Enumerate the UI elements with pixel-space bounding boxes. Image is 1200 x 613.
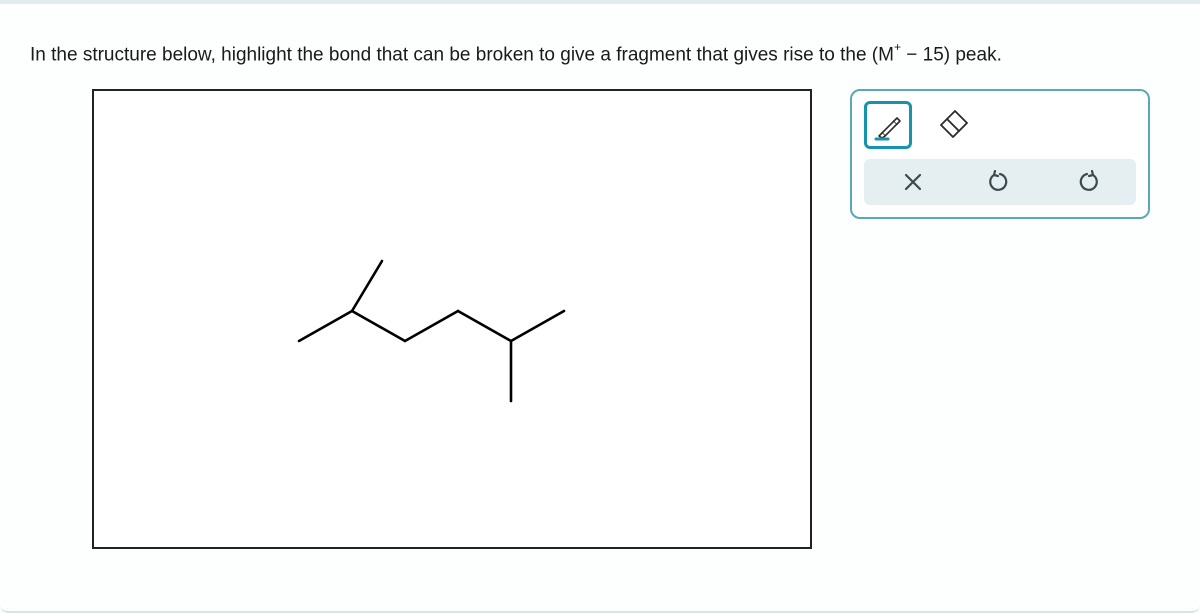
page-container: In the structure below, highlight the bo… bbox=[0, 0, 1200, 613]
question-after: − 15) peak. bbox=[901, 44, 1002, 65]
toolbox-panel bbox=[850, 89, 1150, 219]
question-text: In the structure below, highlight the bo… bbox=[30, 42, 1002, 66]
bond[interactable] bbox=[405, 311, 458, 341]
clear-icon bbox=[903, 172, 923, 192]
eraser-tool-button[interactable] bbox=[930, 101, 978, 149]
redo-icon bbox=[1075, 170, 1099, 194]
redo-button[interactable] bbox=[1067, 162, 1107, 202]
bond[interactable] bbox=[511, 311, 564, 341]
question-before: In the structure below, highlight the bo… bbox=[30, 44, 894, 65]
tool-row bbox=[864, 101, 1136, 149]
clear-button[interactable] bbox=[893, 162, 933, 202]
undo-button[interactable] bbox=[980, 162, 1020, 202]
bond[interactable] bbox=[458, 311, 511, 341]
bond[interactable] bbox=[352, 261, 382, 311]
bond[interactable] bbox=[352, 311, 405, 341]
drawing-canvas[interactable] bbox=[92, 89, 812, 549]
molecule-structure[interactable] bbox=[94, 91, 814, 551]
question-superscript: + bbox=[894, 40, 901, 54]
action-row bbox=[864, 159, 1136, 205]
bond[interactable] bbox=[299, 311, 352, 341]
undo-icon bbox=[988, 170, 1012, 194]
eraser-tool-icon bbox=[935, 110, 973, 140]
highlight-tool-button[interactable] bbox=[864, 101, 912, 149]
highlight-tool-icon bbox=[871, 108, 905, 142]
